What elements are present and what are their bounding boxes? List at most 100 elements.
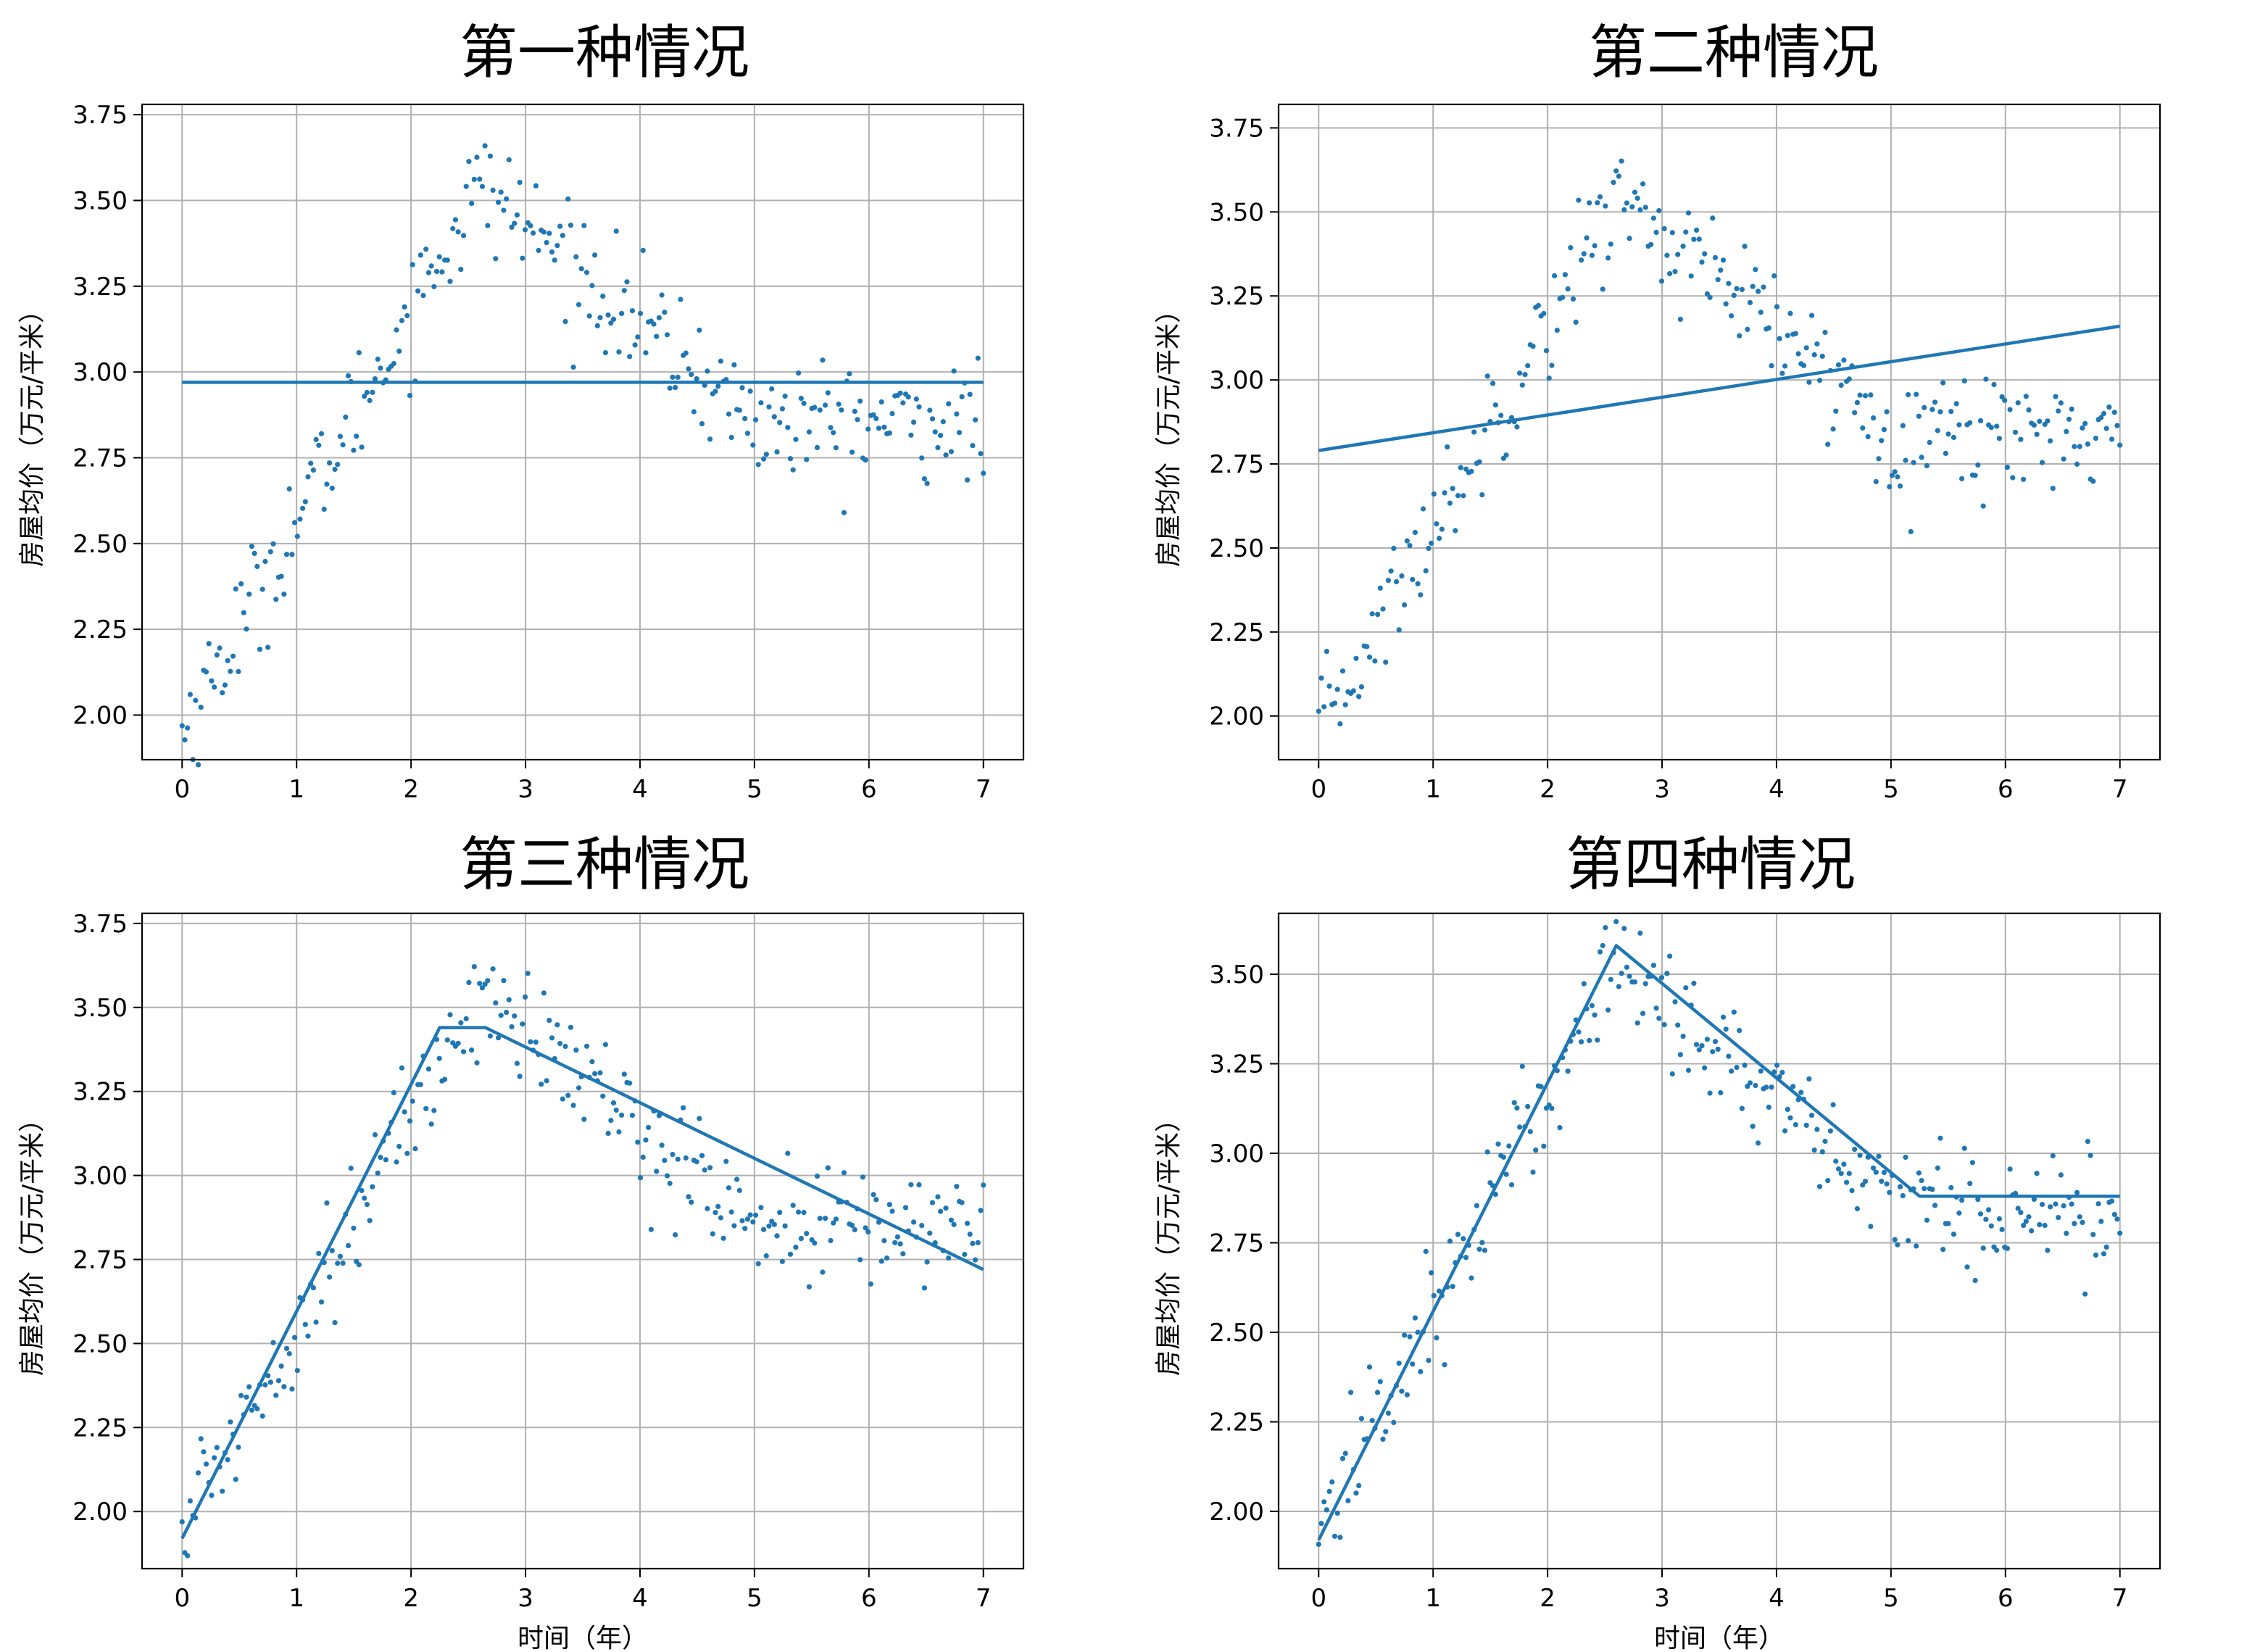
x-tick-label: 2: [1540, 775, 1555, 804]
data-point: [648, 1226, 654, 1232]
data-point: [1324, 649, 1329, 655]
data-point: [750, 1219, 756, 1225]
data-point: [262, 1382, 268, 1388]
data-point: [774, 449, 780, 455]
data-point: [539, 1082, 544, 1087]
data-point: [1961, 1145, 1967, 1151]
y-axis-label: 房屋均价（万元/平米）: [1154, 1106, 1184, 1376]
data-point: [1329, 1479, 1335, 1485]
data-point: [2074, 1190, 2080, 1195]
data-point: [1937, 1135, 1943, 1141]
data-point: [1640, 181, 1646, 187]
data-point: [801, 400, 807, 407]
data-point: [329, 1248, 335, 1253]
chart-title: 第四种情况: [1566, 831, 1856, 898]
data-point: [2093, 436, 2099, 441]
data-point: [1983, 376, 1989, 382]
data-point: [506, 997, 512, 1003]
data-point: [1819, 353, 1825, 360]
data-point: [252, 550, 257, 557]
data-point: [209, 1493, 215, 1498]
data-point: [1463, 1255, 1469, 1261]
data-point: [469, 1047, 475, 1053]
data-point: [1450, 1284, 1455, 1290]
data-point: [1399, 1388, 1405, 1394]
data-point: [1806, 1076, 1812, 1082]
data-point: [2103, 426, 2109, 431]
data-point: [557, 1041, 563, 1047]
data-point: [1431, 1292, 1437, 1298]
data-point: [1876, 456, 1882, 462]
data-point: [1429, 1270, 1434, 1276]
data-point: [1334, 686, 1340, 692]
data-point: [713, 1210, 718, 1216]
data-point: [458, 267, 464, 273]
data-point: [1514, 1105, 1520, 1111]
data-point: [332, 1320, 338, 1326]
data-point: [694, 376, 699, 382]
data-point: [881, 1238, 887, 1244]
data-point: [1892, 1237, 1898, 1242]
data-point: [831, 1220, 836, 1226]
data-point: [726, 1185, 732, 1191]
data-point: [185, 725, 191, 731]
data-point: [1906, 1238, 1911, 1244]
data-point: [865, 1229, 871, 1234]
data-point: [2114, 423, 2120, 428]
data-point: [889, 1208, 895, 1214]
data-point: [2111, 410, 2117, 415]
data-point: [1664, 252, 1670, 258]
data-point: [1377, 585, 1383, 591]
data-point: [1766, 1104, 1771, 1110]
data-point: [1482, 427, 1488, 433]
data-point: [1811, 1147, 1817, 1153]
data-point: [1833, 408, 1839, 414]
data-point: [2018, 1210, 2024, 1216]
data-point: [951, 368, 957, 374]
data-point: [911, 1219, 917, 1225]
data-point: [517, 1074, 523, 1079]
data-point: [378, 1155, 383, 1161]
data-point: [1841, 357, 1847, 363]
data-point: [863, 1225, 868, 1231]
data-point: [707, 1165, 713, 1171]
data-point: [1787, 310, 1793, 316]
data-point: [407, 1118, 413, 1124]
data-point: [597, 1070, 603, 1076]
data-point: [1916, 413, 1922, 419]
data-point: [396, 1143, 402, 1150]
data-point: [501, 207, 507, 213]
data-point: [1658, 278, 1665, 284]
data-point: [1771, 273, 1777, 279]
data-point: [281, 1384, 287, 1390]
data-point: [417, 252, 423, 258]
data-point: [1565, 286, 1571, 292]
data-point: [1595, 200, 1600, 206]
data-point: [2101, 1251, 2107, 1257]
data-point: [1854, 1205, 1860, 1212]
data-point: [313, 1319, 319, 1325]
data-point: [356, 350, 362, 356]
data-point: [1445, 444, 1450, 450]
data-point: [646, 1124, 652, 1130]
data-point: [594, 323, 600, 328]
data-point: [1442, 1362, 1447, 1368]
data-point: [482, 981, 488, 987]
data-point: [855, 417, 860, 423]
data-point: [1876, 1153, 1882, 1159]
data-point: [1552, 273, 1558, 278]
data-point: [1519, 382, 1525, 388]
data-point: [873, 415, 879, 422]
data-point: [1570, 296, 1576, 302]
data-point: [236, 668, 241, 675]
data-point: [831, 430, 836, 436]
data-point: [286, 1350, 292, 1357]
fit-line: [1318, 324, 2121, 452]
data-point: [2109, 1198, 2115, 1204]
data-point: [1530, 1169, 1536, 1175]
data-point: [913, 396, 919, 402]
x-tick-label: 6: [1998, 775, 2014, 804]
data-point: [1587, 200, 1592, 206]
data-point: [433, 268, 440, 275]
data-point: [1656, 1016, 1662, 1021]
